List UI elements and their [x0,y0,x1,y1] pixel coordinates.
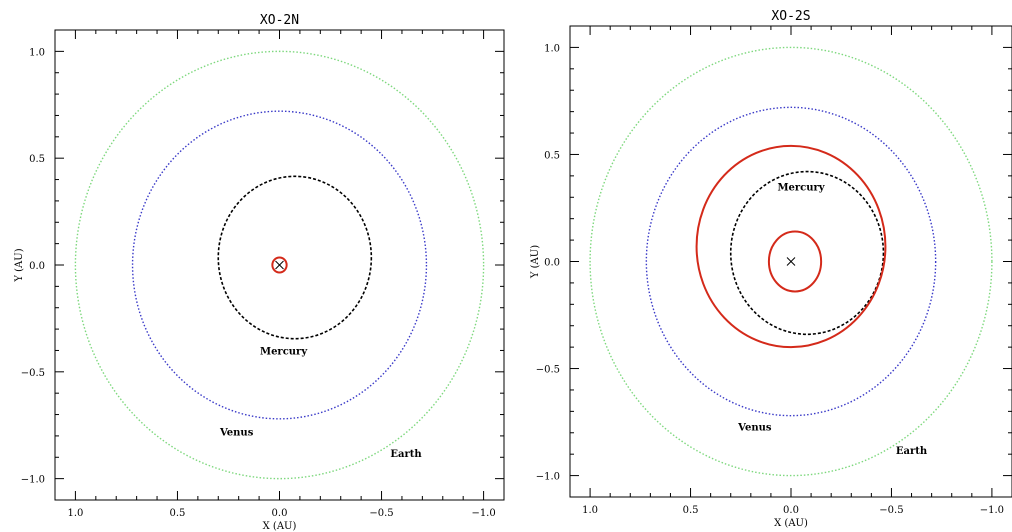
x-tick-label: 1.0 [67,508,83,519]
orbit-planet [767,230,823,293]
y-tick-label: 0.5 [29,154,45,165]
orbit-venus [131,110,428,420]
x-tick-label: −1.0 [471,508,495,519]
y-tick-label: 0.0 [544,258,560,269]
orbit-venus [645,106,937,417]
x-axis-label: X (AU) [774,518,808,529]
star-marker-stroke [275,260,284,270]
x-tick-label: −1.0 [980,505,1004,516]
y-tick-label: 0.0 [29,261,45,272]
orbit-mercury [217,175,373,340]
x-tick-label: 1.0 [582,505,598,516]
y-tick-label: 0.5 [544,150,560,161]
chart-xo-2n: 1.0 0.5 0.0 −0.5 −1.0 −1.0 −0.5 0.0 0.5 1.0 XO-2N X… [14,13,505,532]
y-tick-label: 1.0 [29,47,45,58]
x-tick-label: 0.0 [272,508,288,519]
orbit-earth [74,50,485,480]
y-tick-label: −1.0 [536,472,560,483]
chart-title: XO-2S [771,9,810,24]
orbit-planet [271,256,288,274]
y-tick-label: −1.0 [21,475,45,486]
orbit-label-venus: Venus [737,422,772,433]
x-tick-label: −0.5 [369,508,393,519]
y-tick-label: −0.5 [536,365,560,376]
orbit-planet [695,144,887,349]
x-tick-label: 0.5 [683,505,699,516]
chart-xo-2s: 1.0 0.5 0.0 −0.5 −1.0 −1.0 −0.5 0.0 0.5 1.0 XO-2S X… [530,9,1012,529]
y-axis-label: Y (AU) [14,248,25,282]
orbit-label-mercury: Mercury [260,346,308,357]
x-tick-label: −0.5 [879,505,903,516]
y-tick-label: −0.5 [21,368,45,379]
x-tick-label: 0.5 [170,508,186,519]
x-tick-label: 0.0 [783,505,799,516]
y-tick-label: 1.0 [544,43,560,54]
orbit-label-earth: Earth [390,449,422,460]
star-marker [786,257,796,266]
x-axis-label: X (AU) [263,521,297,532]
orbit-label-earth: Earth [896,446,928,457]
orbit-label-venus: Venus [219,428,254,439]
chart-title: XO-2N [260,13,299,28]
star-marker [275,260,284,270]
orbit-mercury [729,170,885,336]
orbit-label-mercury: Mercury [777,183,825,194]
orbit-earth [589,46,993,477]
y-axis-label: Y (AU) [530,245,541,279]
star-marker-stroke [786,257,796,266]
